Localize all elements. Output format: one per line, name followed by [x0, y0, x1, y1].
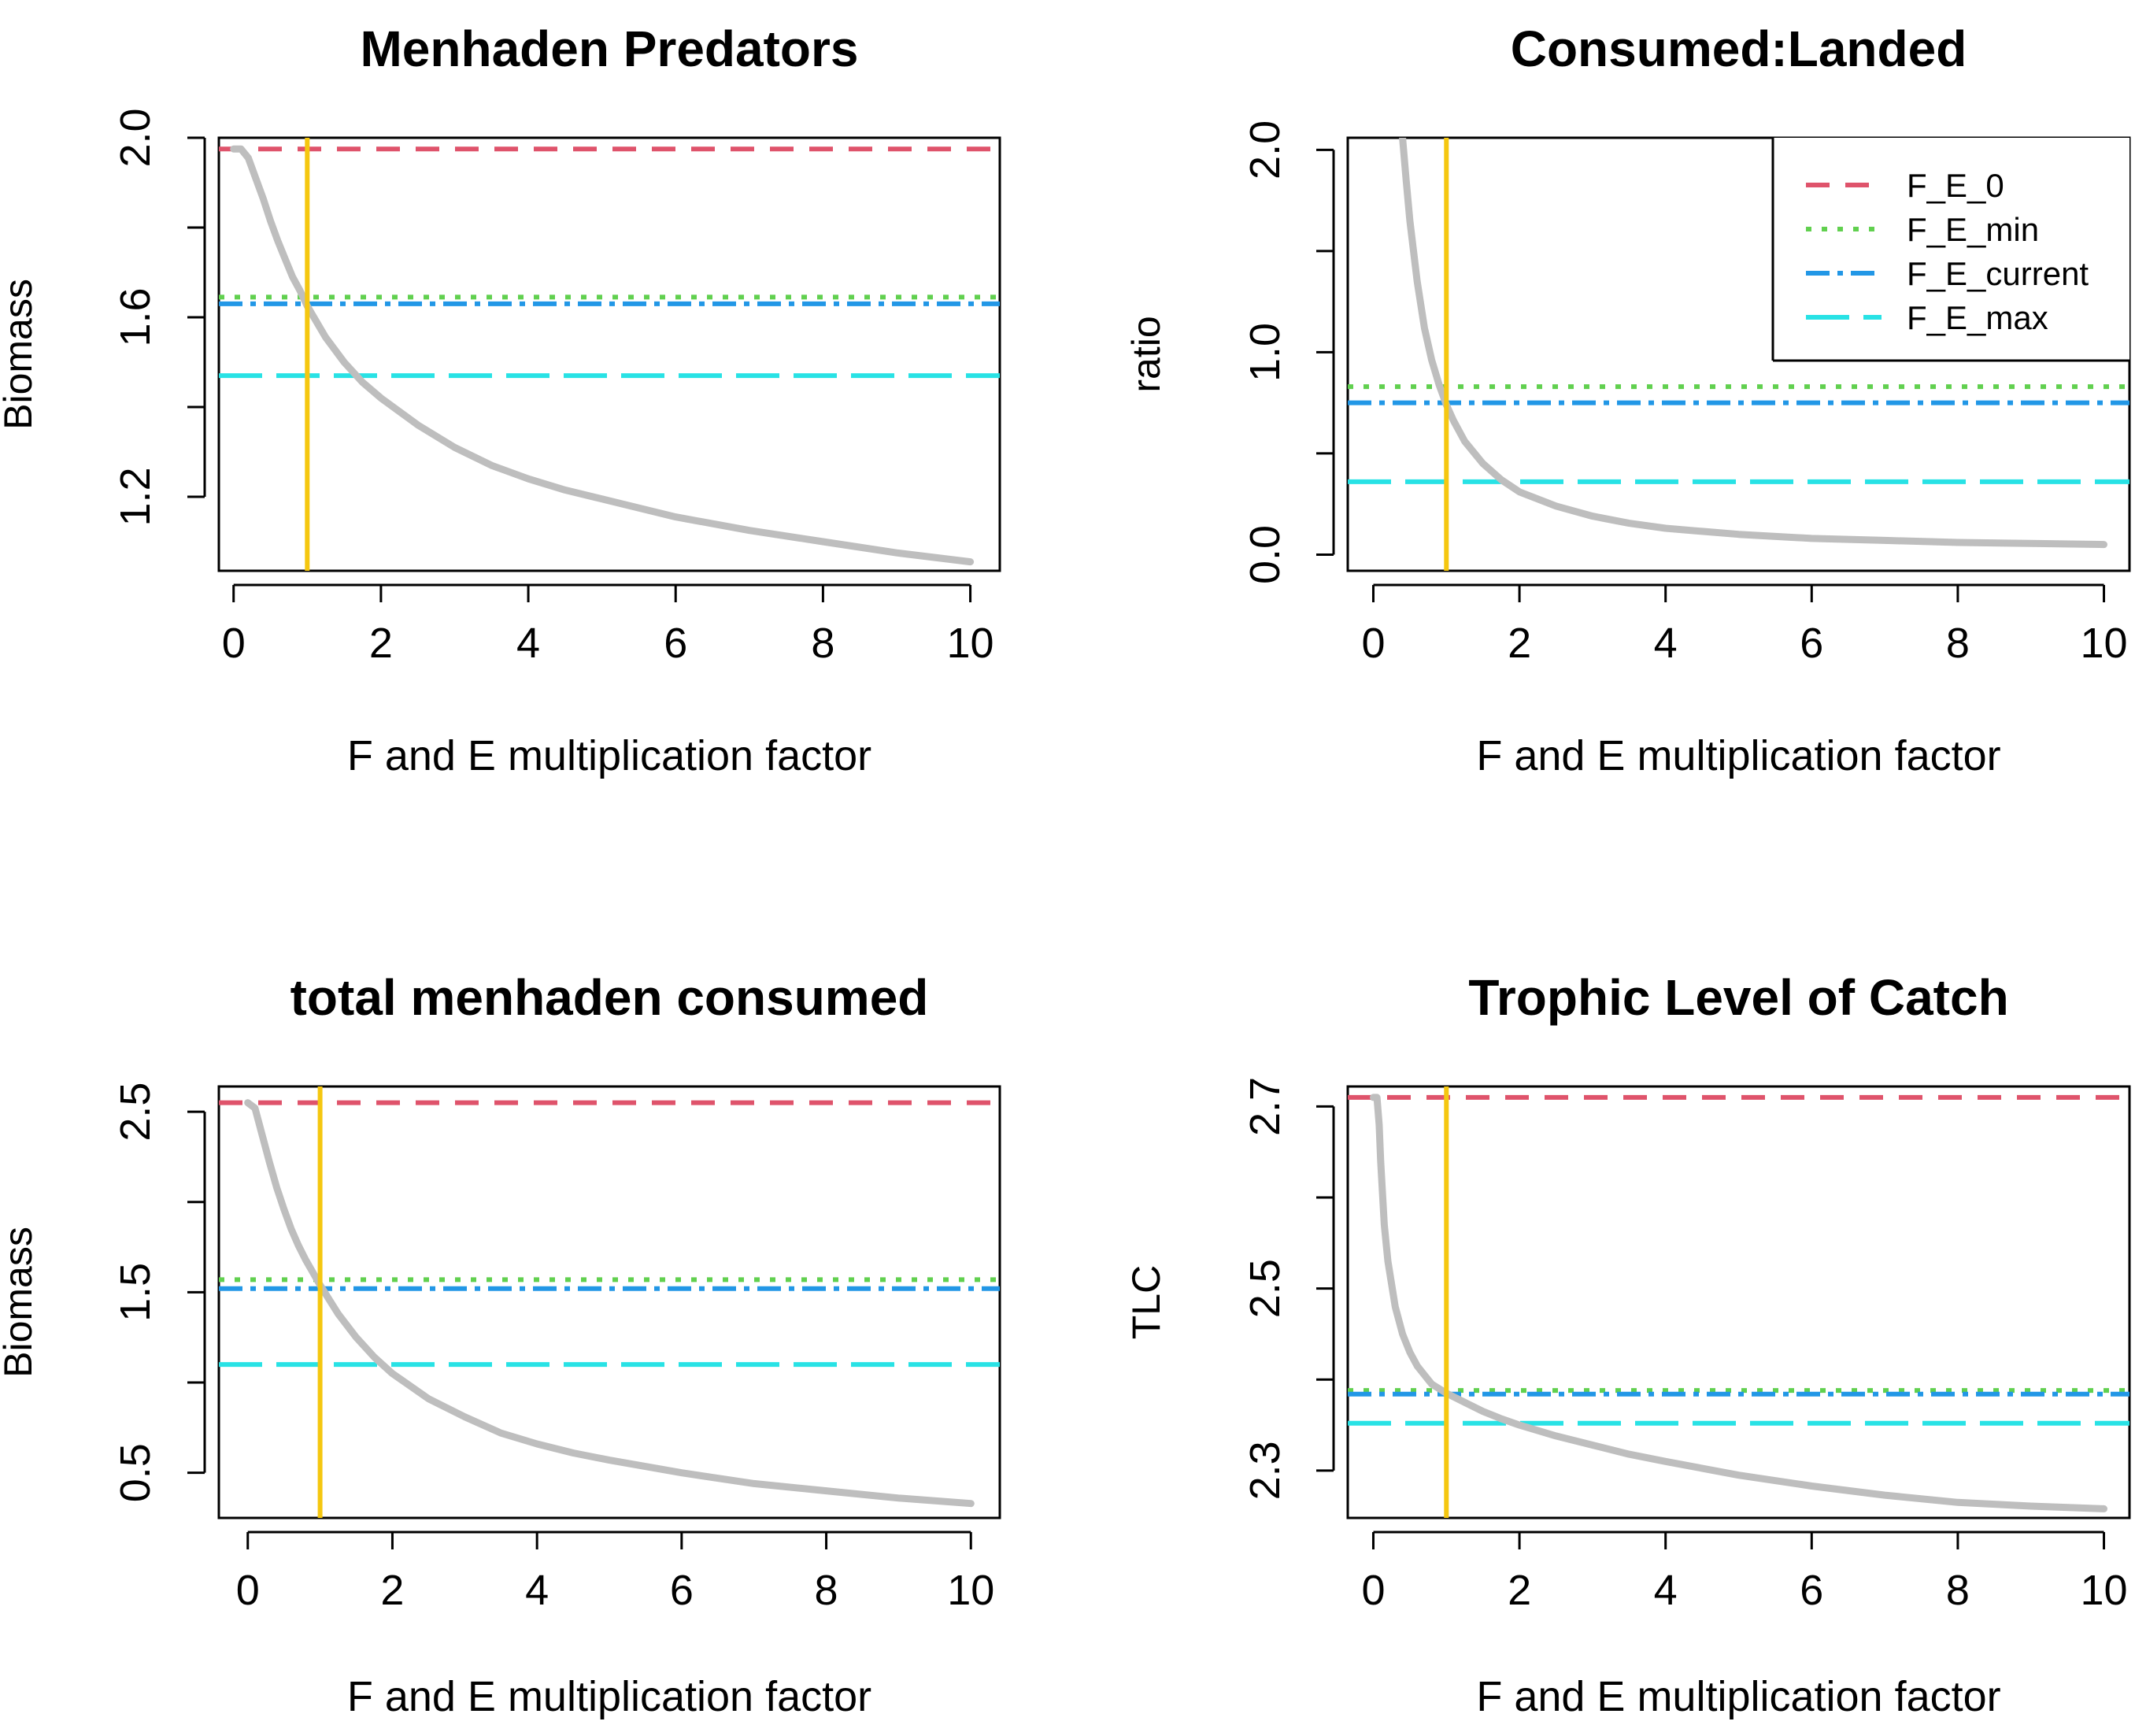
chart-title: total menhaden consumed [290, 969, 929, 1026]
plot-area [219, 138, 1000, 571]
x-axis-label: F and E multiplication factor [1476, 732, 2000, 779]
y-tick-label: 1.0 [1241, 323, 1289, 382]
chart-title: Consumed:Landed [1511, 20, 1967, 77]
x-tick-label: 6 [664, 620, 687, 667]
x-tick-label: 2 [1508, 620, 1531, 667]
chart-panel-1: Menhaden Predators 0 2 4 6 8 10 1.2 1.6 2.0 F and … [0, 20, 1001, 779]
response-curve [1370, 1094, 2107, 1512]
x-tick-label: 10 [2080, 1567, 2127, 1614]
x-tick-label: 0 [236, 1567, 260, 1614]
plot-frame [1346, 1085, 2131, 1519]
y-axis-label: ratio [1124, 316, 1168, 392]
x-tick-label: 4 [516, 620, 540, 667]
x-tick-label: 6 [670, 1567, 694, 1614]
y-tick-label: 2.3 [1241, 1441, 1289, 1500]
chart-panel-4: Trophic Level of Catch 0 2 4 6 8 10 2.3 2.5 2.7 F … [1124, 969, 2131, 1720]
x-tick-label: 6 [1800, 1567, 1823, 1614]
x-tick-label: 0 [1361, 1567, 1385, 1614]
y-tick-label: 0.0 [1241, 525, 1289, 584]
chart-panel-2: Consumed:Landed 0 2 4 6 8 10 0.0 1.0 2.0 F and E m… [1124, 20, 2131, 779]
x-tick-label: 2 [369, 620, 393, 667]
x-axis-label: F and E multiplication factor [347, 1673, 871, 1720]
y-tick-label: 1.5 [112, 1263, 159, 1322]
response-curve [1399, 138, 2107, 549]
legend-label: F_E_min [1907, 211, 2039, 248]
x-axis-label: F and E multiplication factor [1476, 1673, 2000, 1720]
x-tick-label: 2 [380, 1567, 404, 1614]
x-tick-label: 2 [1508, 1567, 1531, 1614]
legend-box [1773, 138, 2129, 361]
y-axis-label: Biomass [0, 1227, 40, 1378]
x-tick-label: 10 [947, 1567, 994, 1614]
y-tick-label: 2.5 [1241, 1259, 1289, 1318]
plot-area [219, 1086, 1000, 1518]
x-tick-label: 0 [1361, 620, 1385, 667]
y-tick-label: 0.5 [112, 1443, 159, 1502]
x-tick-label: 8 [1946, 620, 1970, 667]
x-axis-label: F and E multiplication factor [347, 732, 871, 779]
x-tick-label: 4 [525, 1567, 549, 1614]
x-tick-label: 8 [815, 1567, 838, 1614]
plot-area [1348, 138, 2129, 571]
x-tick-label: 0 [222, 620, 246, 667]
legend-label: F_E_0 [1907, 167, 2004, 204]
legend-label: F_E_current [1907, 255, 2089, 292]
chart-title: Trophic Level of Catch [1468, 969, 2008, 1026]
y-tick-label: 1.2 [112, 467, 159, 526]
y-tick-label: 1.6 [112, 287, 159, 346]
plot-frame [217, 136, 1001, 572]
legend-label: F_E_max [1907, 299, 2048, 336]
plot-frame [217, 1085, 1001, 1519]
legend: F_E_0 F_E_min F_E_current F_E_max [1771, 138, 2129, 362]
y-axis-label: TLC [1124, 1265, 1168, 1339]
x-tick-label: 8 [1946, 1567, 1970, 1614]
x-tick-label: 10 [2080, 620, 2127, 667]
plot-area [1348, 1086, 2129, 1518]
y-tick-label: 2.7 [1241, 1077, 1289, 1136]
response-curve [230, 145, 975, 566]
x-tick-label: 4 [1654, 1567, 1678, 1614]
x-tick-label: 8 [811, 620, 834, 667]
y-axis-label: Biomass [0, 279, 40, 430]
response-curve [244, 1099, 975, 1508]
chart-title: Menhaden Predators [360, 20, 858, 77]
x-tick-label: 10 [947, 620, 994, 667]
chart-panel-3: total menhaden consumed 0 2 4 6 8 10 0.5 1.5 2.5 F… [0, 969, 1001, 1720]
x-tick-label: 4 [1654, 620, 1678, 667]
x-tick-label: 6 [1800, 620, 1823, 667]
y-tick-label: 2.0 [112, 108, 159, 167]
y-tick-label: 2.0 [1241, 120, 1289, 180]
y-tick-label: 2.5 [112, 1083, 159, 1142]
